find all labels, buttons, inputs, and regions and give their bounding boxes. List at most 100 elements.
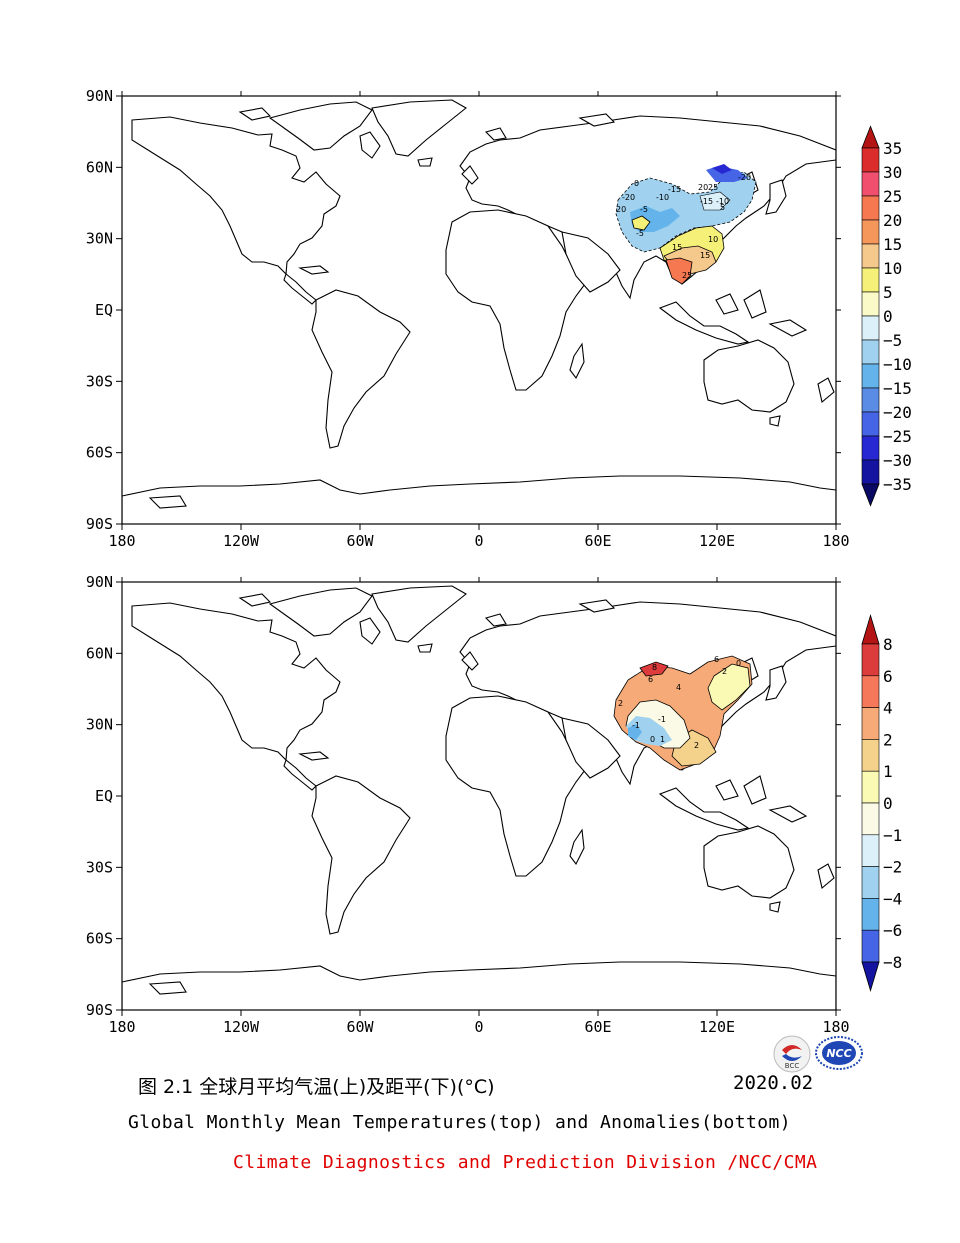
colorbar-swatch [861, 834, 880, 867]
colorbar-label: −6 [883, 921, 902, 940]
top-map-china-field: 0 -20 20 -15 -10 -5 15 10 20 25 5 -15 -1… [615, 164, 757, 285]
lat-tick-label: 90S [86, 515, 113, 533]
ncc-logo: NCC [815, 1036, 863, 1070]
colorbar-swatch [861, 291, 880, 317]
lat-tick-label: 60S [86, 930, 113, 948]
colorbar-swatch [861, 898, 880, 931]
contour-label: 10 [708, 235, 718, 244]
colorbar-label: 0 [883, 794, 893, 813]
caption-date: 2020.02 [733, 1072, 814, 1094]
colorbar-label: −8 [883, 953, 902, 972]
colorbar-swatch [861, 147, 880, 173]
colorbar-label: −20 [883, 403, 912, 422]
lat-tick-label: 30S [86, 372, 113, 390]
colorbar-swatch [861, 459, 880, 485]
colorbar-label: 20 [883, 211, 902, 230]
colorbar-arrow-top [861, 125, 880, 149]
contour-label: -15 [700, 197, 713, 206]
lat-tick-label: 30N [86, 716, 113, 734]
contour-label: -20 [738, 173, 751, 182]
bcc-logo-ring [773, 1035, 811, 1073]
lon-tick-label: 0 [474, 1018, 483, 1036]
colorbar-label: −15 [883, 379, 912, 398]
lat-tick-label: 30N [86, 230, 113, 248]
colorbar-label: 2 [883, 730, 893, 749]
lat-tick-label: 90N [86, 573, 113, 591]
contour-label: 2 [618, 699, 623, 708]
contour-label: 8 [652, 663, 657, 672]
colorbar-label: −2 [883, 858, 902, 877]
contour-label: 5 [720, 203, 725, 212]
lon-tick-label: 60W [346, 532, 374, 550]
contour-label: 2 [694, 741, 699, 750]
bottom-map-china-field: 8 6 4 6 2 0 2 -1 0 1 2 -1 [613, 655, 753, 771]
colorbar-swatch [861, 802, 880, 836]
ncc-logo-text: NCC [826, 1047, 851, 1060]
bottom-map-land [122, 585, 836, 1010]
anom-red [639, 661, 669, 677]
lon-tick-label: 120E [699, 532, 735, 550]
field-pale-west [631, 215, 651, 231]
bcc-logo: BCC [773, 1035, 811, 1073]
lon-tick-label: 180 [822, 532, 849, 550]
colorbar-label: 6 [883, 667, 893, 686]
lon-tick-label: 0 [474, 532, 483, 550]
top-map-land [122, 99, 836, 524]
colorbar-arrow-bottom [861, 483, 880, 507]
colorbar-swatch [861, 315, 880, 341]
contour-label: 6 [648, 675, 653, 684]
colorbar-label: 35 [883, 139, 902, 158]
field-red [665, 257, 693, 285]
colorbar-swatch [861, 866, 880, 899]
contour-label: 25 [682, 271, 692, 280]
colorbar-label: 30 [883, 163, 902, 182]
caption-chinese: 图 2.1 全球月平均气温(上)及距平(下)(°C) [138, 1076, 495, 1098]
lon-tick-label: 120E [699, 1018, 735, 1036]
contour-label: -10 [716, 197, 729, 206]
lon-tick-label: 120W [223, 532, 260, 550]
contour-label: 25 [708, 183, 718, 192]
colorbar-label: −30 [883, 451, 912, 470]
field-blue-east [699, 191, 731, 211]
anom-blue-spot [628, 724, 642, 740]
colorbar-label: 8 [883, 635, 893, 654]
lat-tick-label: 60N [86, 158, 113, 176]
contour-label: -5 [640, 205, 648, 214]
contour-label: -5 [636, 229, 644, 238]
colorbar-label: −5 [883, 331, 902, 350]
colorbar-swatch [861, 643, 880, 677]
lat-tick-label: EQ [95, 787, 113, 805]
colorbar-arrow-bottom [861, 961, 880, 993]
bcc-logo-text: BCC [785, 1062, 800, 1070]
colorbar-label: −35 [883, 475, 912, 494]
colorbar-swatch [861, 171, 880, 197]
colorbar-swatch [861, 770, 880, 804]
ncc-logo-globe [822, 1041, 856, 1065]
lat-tick-label: 60N [86, 644, 113, 662]
field-navy [712, 164, 732, 174]
colorbar-swatch [861, 387, 880, 413]
colorbar-label: −1 [883, 826, 902, 845]
contour-label: -1 [632, 721, 640, 730]
colorbar-swatch [861, 929, 880, 963]
colorbar-swatch [861, 219, 880, 245]
bcc-logo-swirl [782, 1045, 802, 1054]
lon-tick-label: 60E [584, 532, 611, 550]
contour-label: 0 [736, 659, 741, 668]
contour-label: 0 [634, 179, 639, 188]
contour-label: -20 [622, 193, 635, 202]
colorbar-label: 15 [883, 235, 902, 254]
top-map: 0 -20 20 -15 -10 -5 15 10 20 25 5 -15 -1… [86, 87, 912, 550]
colorbar-label: 25 [883, 187, 902, 206]
lon-tick-label: 180 [108, 532, 135, 550]
contour-label: 2 [722, 667, 727, 676]
lon-tick-label: 60W [346, 1018, 374, 1036]
bottom-colorbar: 8 6 4 2 1 0 −1 −2 −4 −6 −8 [861, 613, 902, 993]
lon-tick-label: 60E [584, 1018, 611, 1036]
top-colorbar: 35 30 25 20 15 10 5 0 −5 −10 −15 −20 −25 −30 −35 [861, 125, 912, 507]
colorbar-label: −4 [883, 889, 902, 908]
colorbar-swatch [861, 339, 880, 365]
colorbar-label: 4 [883, 699, 893, 718]
